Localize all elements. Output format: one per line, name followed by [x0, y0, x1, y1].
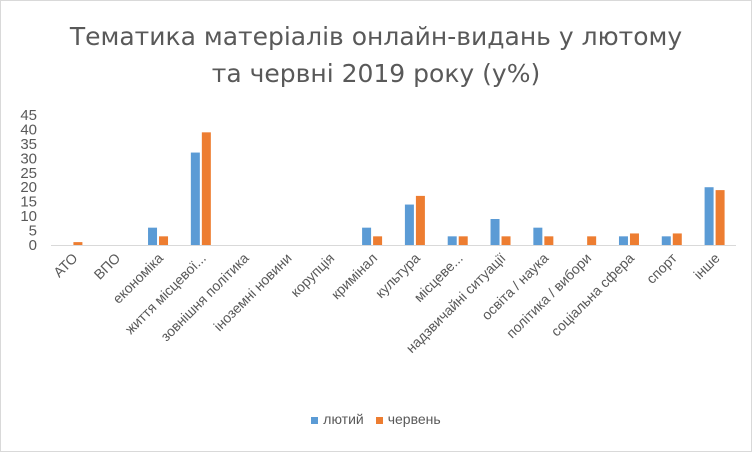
bar-series2-8: [415, 195, 425, 245]
bar-series1-3: [190, 152, 200, 245]
bar-series2-7: [373, 236, 383, 245]
bar-series1-9: [447, 236, 457, 245]
x-category-label: АТО: [50, 250, 81, 281]
bar-series1-2: [148, 227, 158, 245]
x-category-label: спорт: [643, 249, 680, 286]
y-tick-label: 30: [20, 150, 37, 167]
bar-series1-11: [533, 227, 543, 245]
bar-series1-14: [661, 236, 671, 245]
bar-series2-12: [587, 236, 597, 245]
y-tick-label: 40: [20, 121, 37, 138]
bar-series1-15: [704, 187, 714, 245]
y-tick-label: 25: [20, 165, 37, 182]
legend-label: червень: [387, 411, 441, 427]
bar-series1-7: [362, 227, 372, 245]
bar-series1-10: [490, 219, 500, 245]
x-category-label: кримінал: [328, 250, 380, 302]
y-tick-label: 10: [20, 208, 37, 225]
bar-series2-10: [501, 236, 511, 245]
x-category-label: ВПО: [91, 250, 124, 283]
legend-item-2: червень: [375, 411, 441, 427]
bar-series2-3: [201, 132, 211, 245]
bar-series2-0: [73, 242, 83, 245]
bar-series2-9: [458, 236, 468, 245]
x-category-label: соціальна сфера: [548, 250, 638, 340]
bar-series2-14: [672, 233, 682, 245]
bar-series2-11: [544, 236, 554, 245]
bar-series2-13: [629, 233, 639, 245]
y-tick-label: 0: [29, 237, 37, 254]
chart-title-line-1: Тематика матеріалів онлайн-видань у люто…: [69, 22, 683, 51]
legend-swatch: [375, 416, 383, 424]
x-category-label: іноземні новини: [210, 250, 294, 334]
y-tick-label: 45: [20, 107, 37, 124]
bars: [73, 132, 725, 245]
bar-series1-13: [618, 236, 628, 245]
y-tick-label: 20: [20, 179, 37, 196]
bar-series2-2: [159, 236, 169, 245]
bar-series1-8: [404, 204, 414, 245]
legend: лютий червень: [1, 411, 751, 427]
y-tick-label: 35: [20, 136, 37, 153]
bar-series2-15: [715, 190, 725, 245]
chart-title-line-2: та червні 2019 року (у%): [211, 59, 541, 88]
y-tick-label: 15: [20, 194, 37, 211]
y-tick-label: 5: [29, 223, 37, 240]
legend-item-1: лютий: [311, 411, 364, 427]
x-category-label: інше: [690, 250, 723, 283]
legend-swatch: [311, 416, 319, 424]
legend-label: лютий: [323, 411, 364, 427]
